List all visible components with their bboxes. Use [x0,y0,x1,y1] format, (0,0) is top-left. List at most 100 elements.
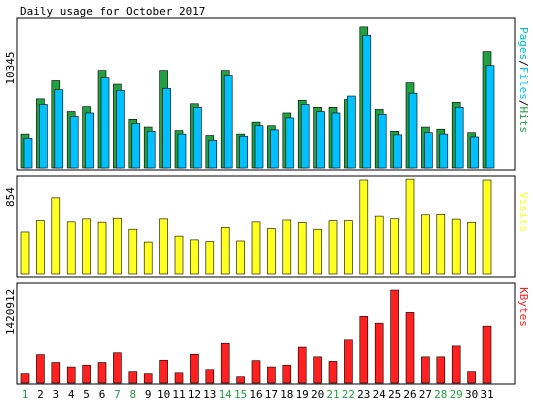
legend-files: Files [517,67,530,100]
kbytes-bar-day-19 [297,346,307,384]
visits-bar-day-1 [20,231,30,275]
day-label-17: 17 [265,388,278,401]
kbytes-bar-day-29 [451,345,461,384]
legend-kbytes: KBytes [517,287,530,327]
files-bar-day-19 [300,104,310,169]
kbytes-bar-day-9 [143,373,153,384]
visits-bar-day-25 [390,218,399,275]
legend-pages: Pages [517,27,530,60]
day-label-21: 21 [326,388,339,401]
day-label-20: 20 [311,388,324,401]
kbytes-bar-day-15 [236,376,245,384]
visits-bar-day-29 [451,218,461,275]
day-label-18: 18 [280,388,293,401]
files-bar-day-29 [454,107,464,169]
visits-bar-day-4 [66,221,76,275]
visits-panel-frame [16,175,516,278]
legend-hits: Hits [517,107,530,134]
day-label-7: 7 [114,388,121,401]
kbytes-bar-day-27 [421,356,430,384]
day-label-30: 30 [465,388,478,401]
visits-bar-day-12 [190,239,199,275]
day-label-23: 23 [357,388,370,401]
files-bar-day-4 [69,116,79,169]
kbytes-bar-day-20 [313,356,322,384]
day-label-15: 15 [234,388,247,401]
files-bar-day-30 [470,136,479,169]
day-label-16: 16 [249,388,262,401]
files-bar-day-11 [177,133,187,169]
files-bar-day-9 [146,131,156,169]
files-bar-day-3 [54,89,64,169]
day-label-10: 10 [157,388,170,401]
files-bar-day-27 [424,132,433,169]
hits-panel-legend: Pages/Files/Hits [517,27,530,133]
kbytes-bar-day-2 [36,354,45,384]
legend-separator: / [517,100,530,107]
files-bar-day-22 [347,95,356,169]
files-bar-day-24 [377,114,387,169]
hits-bars [20,26,495,169]
day-label-31: 31 [480,388,493,401]
visits-bar-day-20 [313,228,322,275]
files-bar-day-16 [254,125,264,169]
visits-bars [20,178,492,275]
day-label-11: 11 [172,388,185,401]
kbytes-bar-day-8 [128,371,138,384]
visits-bar-day-18 [282,219,292,275]
files-bar-day-17 [270,129,279,169]
kbytes-bar-day-6 [97,362,107,384]
visits-bar-day-3 [51,197,61,275]
kbytes-panel-legend: KBytes [517,287,530,327]
visits-bar-day-19 [297,222,307,275]
files-bar-day-28 [439,133,449,169]
legend-separator: / [517,60,530,67]
kbytes-bar-day-21 [328,361,338,384]
kbytes-bar-day-17 [267,366,276,384]
visits-bar-day-2 [36,220,45,275]
kbytes-bar-day-3 [51,362,61,384]
visits-bar-day-28 [436,214,446,275]
kbytes-bars [20,289,492,384]
files-bar-day-23 [362,35,372,169]
files-bar-day-5 [85,112,94,169]
kbytes-bar-day-31 [482,325,492,384]
visits-bar-day-5 [82,218,91,275]
visits-bar-day-22 [344,220,353,275]
day-label-26: 26 [403,388,416,401]
files-bar-day-2 [39,104,48,169]
visits-bar-day-30 [467,221,476,275]
files-bar-day-14 [223,75,233,169]
kbytes-bar-day-4 [66,366,76,384]
visits-bar-day-24 [374,215,384,275]
day-label-4: 4 [68,388,75,401]
visits-bar-day-10 [159,218,168,275]
visits-panel-ymax-label: 854 [4,187,17,207]
files-bar-day-15 [239,135,248,169]
visits-bar-day-17 [267,228,276,275]
files-bar-day-13 [208,140,218,169]
files-bar-day-6 [100,77,110,169]
files-bar-day-18 [285,117,295,169]
day-label-19: 19 [296,388,309,401]
visits-bar-day-15 [236,240,245,275]
kbytes-panel-frame [16,282,516,385]
day-label-25: 25 [388,388,401,401]
kbytes-bar-day-14 [220,342,230,384]
day-label-5: 5 [83,388,90,401]
visits-bar-day-9 [143,241,153,275]
visits-bar-day-13 [205,241,215,275]
day-label-28: 28 [434,388,447,401]
files-bar-day-21 [331,112,341,169]
day-label-3: 3 [52,388,59,401]
kbytes-bar-day-26 [405,312,415,384]
day-label-1: 1 [22,388,29,401]
hits-panel-ymax-label: 10345 [4,51,17,84]
day-label-14: 14 [219,388,233,401]
kbytes-panel-ymax-label: 1420912 [4,289,17,335]
kbytes-bar-day-1 [20,373,30,384]
files-bar-day-12 [193,107,202,169]
visits-panel-legend: Visits [517,192,530,232]
